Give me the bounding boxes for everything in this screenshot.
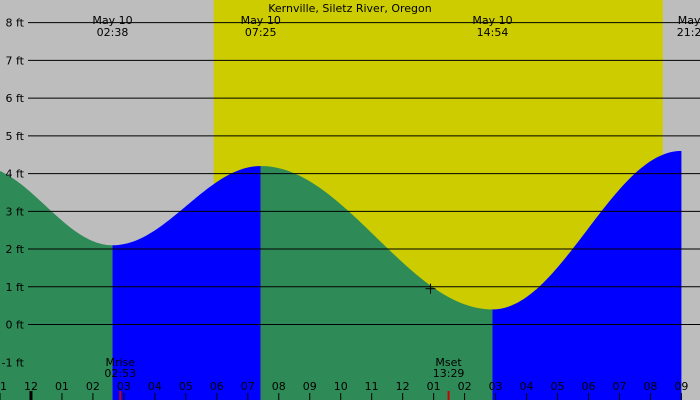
extreme-date-label: May 10	[472, 14, 512, 27]
height-grid	[28, 22, 700, 326]
hour-tick-label: 12	[396, 380, 410, 393]
extreme-date-label: May	[678, 14, 700, 27]
moon-event-time: 02:53	[104, 367, 136, 380]
height-tick-label: 2 ft	[6, 243, 25, 256]
hour-tick-label: 05	[179, 380, 193, 393]
hour-tick-label: 11	[0, 380, 7, 393]
hour-tick-label: 09	[674, 380, 688, 393]
hour-tick-label: 06	[210, 380, 224, 393]
hour-tick-label: 09	[303, 380, 317, 393]
hour-tick-label: 03	[117, 380, 131, 393]
hour-tick-label: 12	[24, 380, 38, 393]
hour-tick-label: 01	[55, 380, 69, 393]
hour-tick-label: 04	[148, 380, 162, 393]
height-tick-label: -1 ft	[2, 356, 25, 369]
height-axis-labels: 8 ft 7 ft 6 ft 5 ft 4 ft 3 ft 2 ft 1 ft 0 ft -1 f…	[2, 17, 25, 370]
extreme-date-label: May 10	[92, 14, 132, 27]
extreme-time-label: 21:2	[677, 26, 700, 39]
height-tick-label: 6 ft	[6, 92, 25, 105]
tide-areas	[0, 150, 682, 400]
hour-tick-label: 02	[86, 380, 100, 393]
extreme-time-label: 02:38	[97, 26, 129, 39]
hour-tick-label: 05	[551, 380, 565, 393]
hour-tick-label: 02	[458, 380, 472, 393]
hour-axis: 11 12 01 02 03 04 05 06 07 08 09 10 11 12 01 02 03 04 05 06…	[0, 380, 688, 400]
hour-tick-label: 03	[489, 380, 503, 393]
height-tick-label: 1 ft	[6, 281, 25, 294]
hour-tick-label: 06	[581, 380, 595, 393]
rising-tide-area	[492, 150, 682, 400]
moon-event-time: 13:29	[433, 367, 465, 380]
extreme-date-label: May 10	[241, 14, 281, 27]
falling-tide-area	[260, 166, 493, 400]
moon-event-label: Mset	[435, 356, 462, 369]
current-level-marker	[425, 283, 436, 294]
height-tick-label: 0 ft	[6, 319, 25, 332]
height-tick-label: 7 ft	[6, 54, 25, 67]
hour-tick-label: 11	[365, 380, 379, 393]
hour-tick-label: 08	[272, 380, 286, 393]
height-tick-label: 5 ft	[6, 130, 25, 143]
extreme-time-label: 07:25	[245, 26, 277, 39]
hour-tick-label: 10	[334, 380, 348, 393]
falling-tide-area	[0, 171, 113, 400]
hour-tick-label: 01	[427, 380, 441, 393]
moon-event-label: Mrise	[105, 356, 135, 369]
height-tick-label: 3 ft	[6, 205, 25, 218]
height-tick-label: 4 ft	[6, 168, 25, 181]
extreme-time-label: 14:54	[477, 26, 509, 39]
rising-tide-area	[112, 166, 261, 400]
hour-tick-label: 08	[643, 380, 657, 393]
hour-tick-label: 07	[241, 380, 255, 393]
hour-tick-label: 04	[520, 380, 534, 393]
hour-tick-label: 07	[612, 380, 626, 393]
chart-title: Kernville, Siletz River, Oregon	[268, 2, 432, 15]
height-tick-label: 8 ft	[6, 17, 25, 30]
